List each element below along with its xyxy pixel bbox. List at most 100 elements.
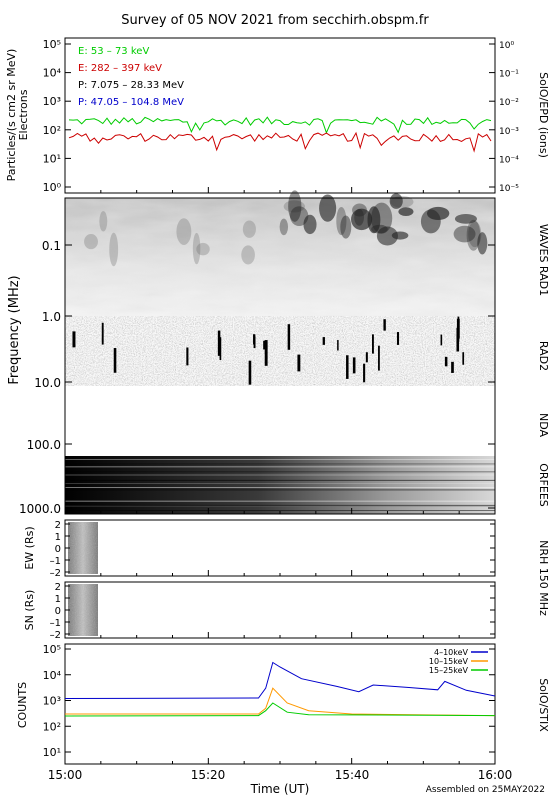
- rad1-burst: [279, 218, 289, 236]
- epd-left-tick-label: 10⁰: [43, 181, 62, 194]
- epd-legend-2: P: 7.075 – 28.33 MeV: [78, 80, 184, 91]
- stix-tick-label: 10³: [43, 695, 61, 708]
- nrh-tick-label: –2: [50, 568, 61, 579]
- epd-left-tick-label: 10³: [43, 95, 61, 108]
- rad1-burst: [99, 211, 108, 232]
- rad2-noise: [65, 316, 495, 386]
- rad1-burst: [84, 233, 98, 250]
- stix-panel: 10⁵ 10⁴ 10³ 10² 10¹ 4–10keV 10–15keV 15–25ke…: [16, 643, 550, 765]
- rad1-burst: [176, 218, 192, 245]
- rad1-burst: [466, 219, 481, 251]
- nrh-ew-bg: [65, 520, 495, 576]
- figure-title: Survey of 05 NOV 2021 from secchirh.obsp…: [121, 13, 429, 28]
- radio-tick-label: 10.0: [34, 376, 61, 390]
- radio-label-orfees: ORFEES: [537, 463, 550, 507]
- epd-legend-3: P: 47.05 – 104.8 MeV: [78, 97, 184, 108]
- nrh-sn-panel: 210–1–2 SN (Rs): [23, 581, 496, 641]
- nrh-tick-label: 1: [55, 594, 61, 605]
- x-tick-2: 15:40: [335, 768, 370, 782]
- stix-ticks: 10⁵ 10⁴ 10³ 10² 10¹: [43, 643, 495, 759]
- rad1-burst: [283, 200, 305, 213]
- nrh-ew-panel: 210–1–2 EW (Rs): [23, 519, 496, 579]
- rad1-burst: [420, 209, 441, 234]
- radio-panel: 0.1 1.0 10.0 100.0 1000.0 Frequency (MHz) WA…: [7, 190, 550, 516]
- nrh-tick-label: –1: [50, 618, 61, 629]
- rad1-burst: [354, 208, 364, 226]
- rad1-burst: [288, 190, 302, 222]
- epd-right-tick-label: 10⁻²: [499, 98, 519, 108]
- nrh-tick-label: 0: [55, 544, 61, 555]
- epd-left-tick-label: 10²: [43, 124, 61, 137]
- nrh-tick-label: 0: [55, 606, 61, 617]
- stix-series-4-10kev: [64, 661, 496, 699]
- epd-right-tick-label: 10⁻¹: [499, 70, 519, 80]
- rad1-burst: [389, 193, 403, 209]
- nrh-tick-label: 2: [55, 582, 61, 593]
- assembled-footer: Assembled on 25MAY2022: [426, 785, 545, 795]
- nrh-ew-texture: [68, 522, 98, 574]
- rad2-bursts: [72, 316, 465, 385]
- rad1-burst: [398, 207, 414, 217]
- epd-series-e53: [68, 116, 492, 135]
- rad1-burst: [477, 232, 488, 255]
- epd-left-tick-label: 10⁵: [43, 38, 61, 51]
- epd-ylabel-right: SolO/EPD (ions): [537, 72, 550, 158]
- radio-label-rad1: WAVES RAD1: [537, 224, 550, 296]
- nrh-tick-label: 1: [55, 532, 61, 543]
- stix-legend-0: 4–10keV: [434, 648, 469, 657]
- stix-frame: [64, 643, 496, 765]
- nda-empty: [65, 386, 495, 456]
- rad1-burst: [303, 214, 317, 235]
- orfees-background: [65, 456, 495, 514]
- stix-tick-label: 10²: [43, 720, 61, 733]
- orfees-striations: [65, 458, 495, 511]
- x-tick-3: 16:00: [478, 768, 513, 782]
- rad1-burst: [391, 231, 409, 240]
- nrh-ew-ticks: 210–1–2: [50, 520, 495, 579]
- rad1-burst: [340, 215, 352, 239]
- x-axis-ticks: [64, 187, 496, 764]
- rad1-burst: [376, 226, 398, 246]
- nrh-tick-label: 2: [55, 520, 61, 531]
- epd-series-e282: [68, 131, 492, 153]
- epd-legend-0: E: 53 – 73 keV: [78, 46, 149, 57]
- rad1-burst: [453, 225, 476, 243]
- nrh-right-label: NRH 150 MHz: [537, 540, 550, 616]
- epd-right-tick-label: 10⁻⁵: [499, 184, 519, 194]
- epd-right-tick-label: 10⁻³: [499, 127, 519, 137]
- rad1-burst: [109, 232, 119, 267]
- epd-left-tick-label: 10⁴: [43, 67, 62, 80]
- epd-ylabel-left2: Electrons: [17, 89, 30, 140]
- stix-legend: 4–10keV 10–15keV 15–25keV: [429, 648, 488, 675]
- epd-ylabel-left: Particles/(s cm2 sr MeV): [5, 49, 18, 182]
- stix-tick-label: 10¹: [43, 746, 61, 759]
- stix-right-label: SolO/STIX: [537, 678, 550, 732]
- rad1-burst: [468, 221, 482, 248]
- stix-ylabel: COUNTS: [16, 682, 29, 728]
- stix-legend-1: 10–15keV: [429, 657, 469, 666]
- stix-series-10-15kev: [65, 687, 496, 717]
- rad1-burst: [319, 194, 337, 222]
- x-axis-label: Time (UT): [250, 782, 310, 796]
- nrh-tick-label: –1: [50, 556, 61, 567]
- nrh-sn-ticks: 210–1–2: [50, 582, 495, 641]
- radio-label-nda: NDA: [537, 413, 550, 438]
- radio-ticks: 0.1 1.0 10.0 100.0 1000.0: [19, 239, 495, 516]
- rad1-burst: [352, 203, 367, 217]
- radio-tick-label: 0.1: [42, 239, 61, 253]
- rad1-burst: [242, 220, 256, 238]
- radio-tick-label: 1.0: [42, 310, 61, 324]
- nrh-tick-label: –2: [50, 630, 61, 641]
- epd-left-ticks: 10⁵ 10⁴ 10³ 10² 10¹ 10⁰: [43, 38, 71, 194]
- rad1-burst: [290, 206, 309, 227]
- radio-label-rad2: RAD2: [537, 341, 550, 371]
- epd-left-tick-label: 10¹: [43, 152, 61, 165]
- rad1-burst: [351, 208, 373, 231]
- rad1-burst: [192, 232, 201, 265]
- epd-right-tick-label: 10⁰: [499, 41, 514, 51]
- rad1-bursts: [84, 190, 488, 267]
- epd-frame: [64, 37, 496, 194]
- x-tick-1: 15:20: [191, 768, 226, 782]
- stix-series-15-25kev: [64, 702, 496, 717]
